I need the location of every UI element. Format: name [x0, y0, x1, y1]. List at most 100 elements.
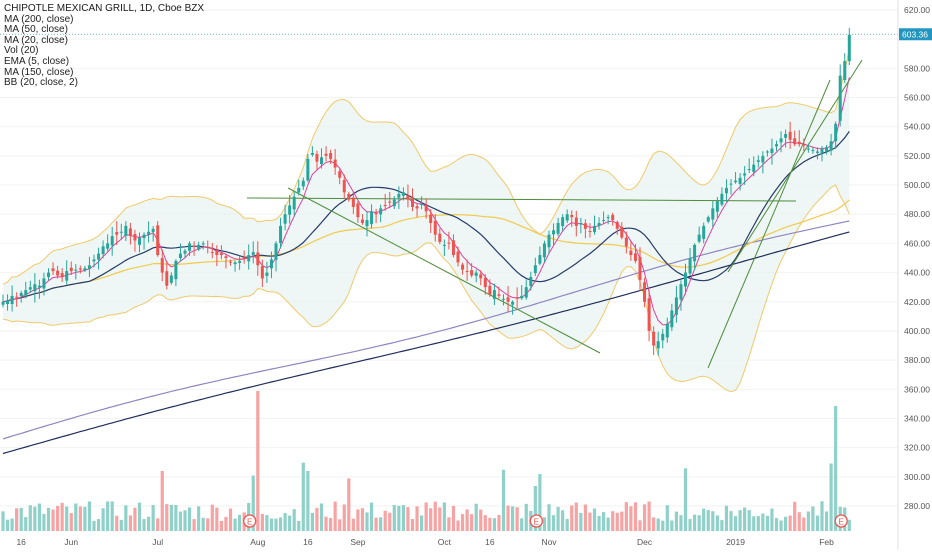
volume-bar — [415, 506, 419, 531]
candle — [347, 192, 351, 202]
candle — [388, 191, 392, 209]
candle — [693, 243, 697, 271]
candle-body — [820, 148, 824, 153]
volume-bar — [374, 517, 378, 531]
volume-bar — [37, 503, 41, 531]
candle-body — [274, 243, 278, 260]
candle — [415, 203, 419, 218]
volume-bar — [397, 505, 401, 531]
y-tick-label: 420.00 — [904, 297, 930, 307]
candle-body — [752, 164, 756, 172]
earnings-marker[interactable]: E — [243, 514, 257, 528]
candle — [542, 240, 546, 263]
volume-bar — [297, 520, 301, 531]
legend-ma150[interactable]: MA (150, close) — [4, 66, 74, 78]
candle-body — [101, 246, 105, 255]
volume-bar — [78, 506, 82, 531]
legend-ema5[interactable]: EMA (5, close) — [4, 55, 70, 67]
volume-bar — [729, 511, 733, 531]
volume-bar — [656, 518, 660, 531]
y-tick-label: 340.00 — [904, 413, 930, 423]
volume-bar — [756, 516, 760, 531]
candle-body — [151, 228, 155, 233]
volume-bar — [847, 519, 851, 531]
volume-bar — [124, 505, 128, 531]
volume-bar — [556, 506, 560, 531]
candle — [279, 217, 283, 249]
candle — [360, 214, 364, 225]
candle-body — [502, 298, 505, 300]
volume-bar — [33, 506, 37, 531]
volume-bar — [793, 501, 797, 531]
candle — [429, 209, 433, 233]
volume-bar — [115, 515, 119, 531]
candle-body — [661, 333, 665, 341]
volume-bar — [706, 510, 710, 531]
candle — [825, 144, 829, 155]
candle — [306, 154, 310, 183]
candle-body — [83, 268, 87, 271]
candle — [106, 234, 110, 252]
candle — [28, 280, 32, 293]
candle-body — [633, 253, 637, 261]
candle-body — [201, 243, 205, 245]
candle-body — [119, 231, 123, 233]
candle-body — [142, 234, 146, 239]
candle — [565, 209, 569, 224]
candle — [65, 260, 69, 285]
candle-body — [647, 298, 651, 331]
volume-bar — [811, 506, 815, 531]
legend-volume[interactable]: Vol (20) — [4, 45, 39, 57]
candle — [656, 331, 660, 356]
candle-body — [702, 225, 706, 239]
volume-bar — [224, 516, 228, 531]
volume-bar — [338, 519, 342, 531]
earnings-marker[interactable]: E — [834, 514, 848, 528]
candle — [524, 279, 528, 300]
candle — [169, 272, 173, 285]
volume-bar — [683, 468, 688, 531]
candle-body — [338, 171, 342, 178]
candle-body — [620, 226, 624, 238]
volume-bar — [137, 502, 142, 531]
candle-body — [492, 290, 496, 299]
volume-bar — [788, 515, 792, 531]
x-tick-label: Oct — [438, 537, 452, 547]
candle-body — [615, 221, 619, 229]
volume-bar — [533, 486, 537, 531]
volume-bar — [5, 519, 10, 531]
candle — [456, 246, 460, 267]
volume-bar — [542, 517, 547, 531]
candle — [37, 279, 41, 299]
candle — [265, 261, 269, 283]
volume-bar — [743, 507, 747, 531]
y-tick-label: 300.00 — [904, 472, 930, 482]
legend-bb[interactable]: BB (20, close, 2) — [4, 77, 78, 89]
legend-ma50[interactable]: MA (50, close) — [4, 24, 68, 36]
candle-body — [424, 205, 428, 212]
candle-body — [147, 231, 151, 236]
candle — [570, 210, 574, 227]
candle-body — [247, 255, 251, 262]
volume-bar — [147, 516, 151, 531]
time-axis: 16 Jun Jul Aug 16 Sep Oct 16 Nov Dec 2019 Feb — [16, 537, 834, 547]
candle-body — [811, 150, 815, 152]
candle-body — [715, 201, 719, 212]
candle — [147, 221, 151, 243]
y-tick-label: 480.00 — [904, 209, 930, 219]
candle-body — [793, 138, 797, 145]
earnings-marker[interactable]: E — [529, 514, 543, 528]
candle — [411, 188, 414, 212]
legend-ma20[interactable]: MA (20, close) — [4, 34, 68, 46]
candle — [197, 241, 201, 251]
volume-bar — [119, 519, 123, 531]
volume-bar — [329, 518, 333, 531]
legend-ma200[interactable]: MA (200, close) — [4, 13, 74, 25]
volume-bar — [592, 508, 597, 531]
candle-body — [606, 217, 610, 219]
candle — [561, 214, 565, 231]
volume-bar — [511, 506, 515, 531]
volume-bar — [342, 504, 346, 531]
